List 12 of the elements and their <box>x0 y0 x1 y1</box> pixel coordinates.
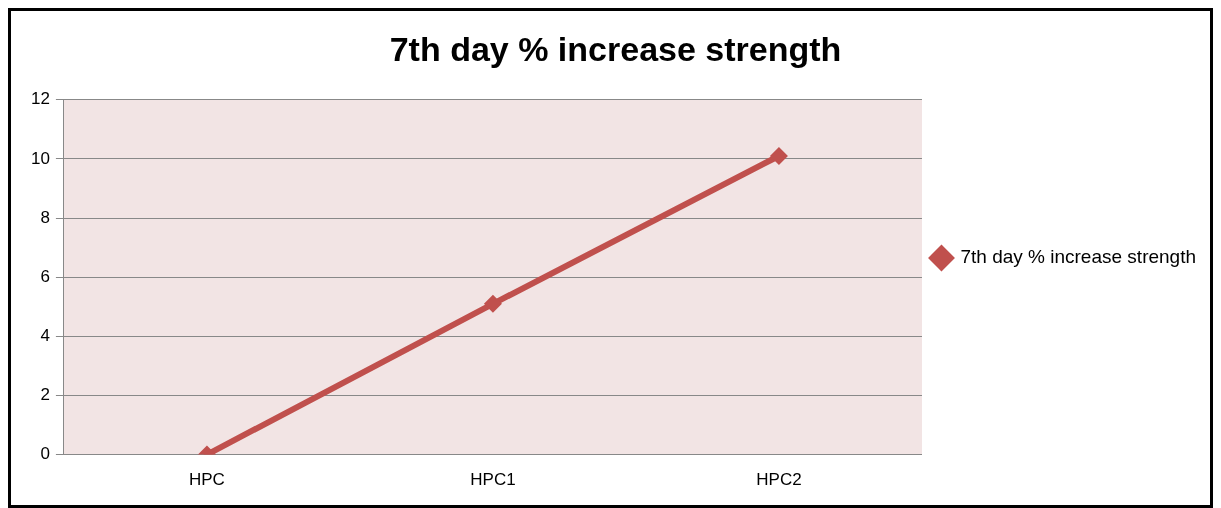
y-tick-label: 0 <box>40 444 50 464</box>
y-tick-label: 10 <box>30 148 50 168</box>
x-tick-label: HPC1 <box>470 470 516 490</box>
y-tick-label: 6 <box>40 266 50 286</box>
x-tick-label: HPC2 <box>756 470 802 490</box>
chart-title: 7th day % increase strength <box>389 29 842 68</box>
y-tick-label: 2 <box>40 385 50 405</box>
legend-label: 7th day % increase strength <box>960 246 1197 268</box>
y-tick-label: 12 <box>30 89 50 109</box>
x-tick-label: HPC <box>188 470 225 490</box>
y-tick-label: 4 <box>40 326 50 346</box>
y-tick-label: 8 <box>40 207 50 227</box>
